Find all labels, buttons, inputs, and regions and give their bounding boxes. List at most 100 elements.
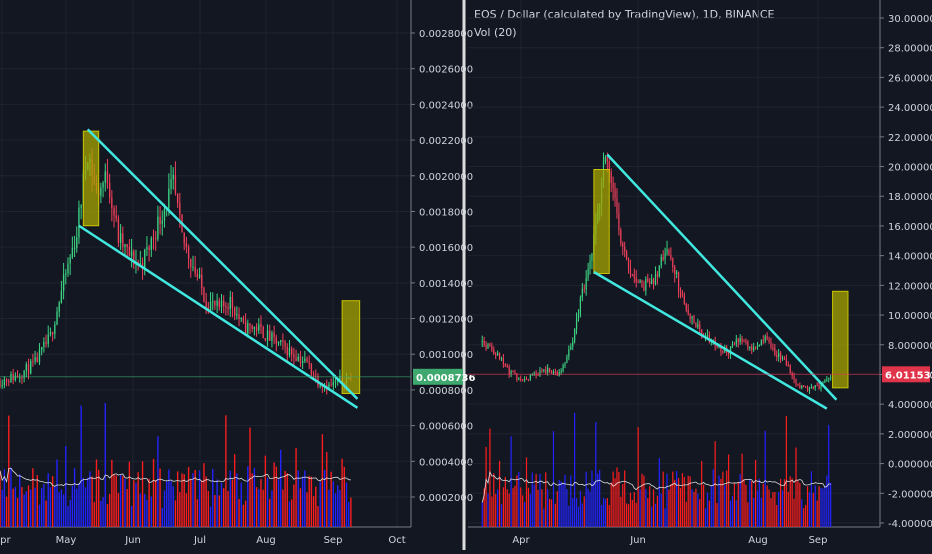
volume-bar <box>729 500 732 527</box>
volume-bar <box>797 480 799 527</box>
candle-body <box>334 381 337 383</box>
candle-body <box>310 364 313 375</box>
candle-body <box>275 337 277 344</box>
volume-bar <box>497 489 499 527</box>
volume-bar <box>606 498 608 527</box>
volume-bar <box>818 486 820 527</box>
candle-body <box>566 356 568 364</box>
y-tick-label: 0.0016000 <box>419 243 473 254</box>
volume-bar <box>531 472 533 527</box>
candle-body <box>205 301 207 308</box>
candle-body <box>816 385 818 387</box>
volume-bar <box>668 489 670 527</box>
candle-body <box>58 302 60 312</box>
left-chart-panel: 0.0002000 0.0004000 0.0006000 0.0008000 0.00… <box>0 0 476 546</box>
candle-body <box>720 345 722 352</box>
candle-body <box>531 374 533 376</box>
volume-bar <box>273 462 275 527</box>
volume-bar <box>537 489 539 527</box>
volume-bar <box>58 492 60 527</box>
candle-body <box>229 296 231 310</box>
volume-bar <box>78 483 80 527</box>
candle-body <box>5 379 8 382</box>
candle-body <box>60 290 63 303</box>
volume-bar <box>212 468 214 527</box>
trendline <box>606 153 838 401</box>
candle-body <box>233 307 236 316</box>
volume-bar <box>3 469 6 527</box>
candle-body <box>676 272 678 275</box>
volume-bar <box>310 476 313 527</box>
candle-body <box>579 297 581 316</box>
candle-body <box>0 381 1 387</box>
volume-bar <box>301 476 304 527</box>
y-tick-label: 10.000000 <box>888 311 932 322</box>
y-tick-label: 24.000000 <box>888 103 932 114</box>
candle-body <box>618 213 620 231</box>
candle-body <box>315 375 317 377</box>
candle-body <box>242 317 245 322</box>
candle-body <box>743 341 745 343</box>
y-tick-label: 2.000000 <box>888 430 932 441</box>
volume-bar <box>745 484 747 527</box>
volume-bar <box>556 491 558 527</box>
volume-bar <box>622 484 624 527</box>
candle-body <box>40 346 43 350</box>
candle-body <box>249 323 251 326</box>
volume-bar <box>30 489 32 527</box>
candle-body <box>223 300 225 307</box>
candle-body <box>108 182 111 198</box>
candle-body <box>485 344 487 349</box>
candle-body <box>564 363 566 365</box>
volume-bar <box>133 480 135 527</box>
y-tick-label: 30.000000 <box>888 14 932 25</box>
volume-bar <box>348 501 350 527</box>
candle-body <box>706 335 709 337</box>
volume-bar <box>236 473 238 527</box>
volume-bar <box>795 447 797 527</box>
volume-bar <box>672 471 674 527</box>
volume-bar <box>733 483 735 527</box>
candle-body <box>699 324 701 330</box>
volume-bar <box>518 471 520 527</box>
candle-body <box>587 268 589 278</box>
volume-bar <box>604 499 607 527</box>
volume-bar <box>681 473 684 527</box>
candle-body <box>155 238 157 240</box>
candle-body <box>572 341 574 347</box>
candle-body <box>43 342 45 347</box>
candle-body <box>677 272 680 291</box>
volume-bar <box>117 492 120 527</box>
candle-body <box>144 249 146 269</box>
candle-body <box>568 349 570 357</box>
candle-body <box>774 347 776 355</box>
volume-bar <box>801 499 803 527</box>
highlight-box <box>593 169 610 274</box>
volume-bar <box>562 483 564 527</box>
volume-bar <box>593 481 595 527</box>
candle-body <box>552 371 555 374</box>
volume-bar <box>627 504 630 527</box>
volume-bar <box>512 488 514 527</box>
y-tick-label: 0.0010000 <box>419 350 473 361</box>
volume-bar <box>589 491 591 527</box>
volume-bar <box>824 485 826 527</box>
volume-bar <box>806 486 809 527</box>
volume-bar <box>266 478 269 527</box>
volume-bar <box>624 470 626 527</box>
volume-bar <box>643 475 645 527</box>
volume-bar <box>159 468 161 527</box>
volume-bar <box>185 493 188 527</box>
y-tick-label: 0.0006000 <box>419 422 473 433</box>
candle-body <box>157 216 159 240</box>
candle-body <box>280 340 282 342</box>
volume-bar <box>43 484 45 527</box>
volume-bar <box>768 489 770 527</box>
candle-body <box>749 346 751 348</box>
volume-bar <box>51 476 54 527</box>
candle-body <box>491 346 493 350</box>
volume-bar <box>693 491 695 527</box>
candle-body <box>751 346 753 351</box>
candle-body <box>789 365 791 374</box>
volume-bar <box>179 492 181 527</box>
